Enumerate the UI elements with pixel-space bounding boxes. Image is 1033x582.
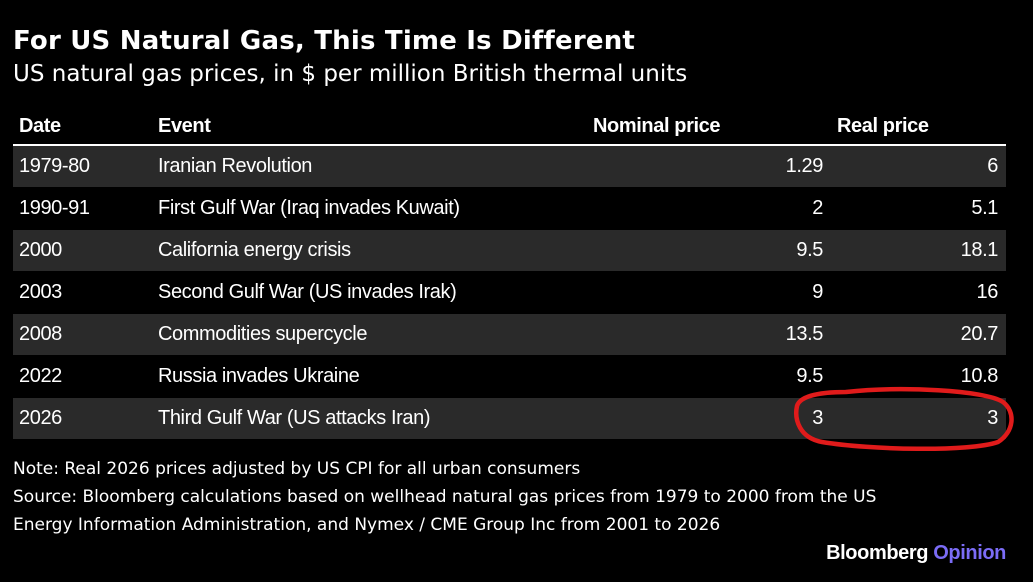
table-row: 1990-91 First Gulf War (Iraq invades Kuwa… <box>13 187 1006 230</box>
source-line-1: Source: Bloomberg calculations based on … <box>13 487 877 507</box>
cell-event: First Gulf War (Iraq invades Kuwait) <box>152 187 587 230</box>
chart-subtitle: US natural gas prices, in $ per million … <box>13 61 688 87</box>
cell-real-price: 20.7 <box>831 313 1006 356</box>
table-header-row: Date Event Nominal price Real price <box>13 108 1006 146</box>
column-header-real-price: Real price <box>831 108 1006 146</box>
cell-date: 2008 <box>13 313 152 356</box>
cell-event: Second Gulf War (US invades Irak) <box>152 271 587 314</box>
cell-real-price: 10.8 <box>831 355 1006 398</box>
table-row: 2000 California energy crisis 9.5 18.1 <box>13 229 1006 272</box>
table-row: 2026 Third Gulf War (US attacks Iran) 3 3 <box>13 397 1006 440</box>
cell-nominal-price: 9 <box>587 271 831 314</box>
cell-real-price: 3 <box>831 397 1006 440</box>
cell-real-price: 16 <box>831 271 1006 314</box>
cell-date: 1990-91 <box>13 187 152 230</box>
cell-date: 2000 <box>13 229 152 272</box>
brand-accent: Opinion <box>933 542 1006 564</box>
cell-nominal-price: 2 <box>587 187 831 230</box>
bloomberg-opinion-logo: Bloomberg Opinion <box>826 542 1006 565</box>
footnotes: Note: Real 2026 prices adjusted by US CP… <box>13 455 1013 539</box>
price-table: Date Event Nominal price Real price 1979… <box>13 108 1006 440</box>
cell-real-price: 6 <box>831 145 1006 188</box>
cell-event: California energy crisis <box>152 229 587 272</box>
column-header-date: Date <box>13 108 152 146</box>
cell-real-price: 5.1 <box>831 187 1006 230</box>
cell-date: 1979-80 <box>13 145 152 188</box>
cell-real-price: 18.1 <box>831 229 1006 272</box>
column-header-event: Event <box>152 108 587 146</box>
cell-event: Russia invades Ukraine <box>152 355 587 398</box>
cell-event: Third Gulf War (US attacks Iran) <box>152 397 587 440</box>
cell-nominal-price: 3 <box>587 397 831 440</box>
cell-event: Iranian Revolution <box>152 145 587 188</box>
brand-name: Bloomberg <box>826 542 929 564</box>
table-row: 2008 Commodities supercycle 13.5 20.7 <box>13 313 1006 356</box>
table-body: 1979-80 Iranian Revolution 1.29 6 1990-91 Fir… <box>13 145 1006 440</box>
cell-nominal-price: 9.5 <box>587 355 831 398</box>
cell-nominal-price: 9.5 <box>587 229 831 272</box>
cell-event: Commodities supercycle <box>152 313 587 356</box>
cell-nominal-price: 13.5 <box>587 313 831 356</box>
chart-title: For US Natural Gas, This Time Is Differe… <box>13 26 636 56</box>
cell-nominal-price: 1.29 <box>587 145 831 188</box>
cell-date: 2022 <box>13 355 152 398</box>
note-text: Note: Real 2026 prices adjusted by US CP… <box>13 459 581 479</box>
cell-date: 2003 <box>13 271 152 314</box>
column-header-nominal-price: Nominal price <box>587 108 831 146</box>
table-row: 1979-80 Iranian Revolution 1.29 6 <box>13 145 1006 188</box>
table-row: 2022 Russia invades Ukraine 9.5 10.8 <box>13 355 1006 398</box>
table-row: 2003 Second Gulf War (US invades Irak) 9 16 <box>13 271 1006 314</box>
cell-date: 2026 <box>13 397 152 440</box>
source-line-2: Energy Information Administration, and N… <box>13 515 721 535</box>
